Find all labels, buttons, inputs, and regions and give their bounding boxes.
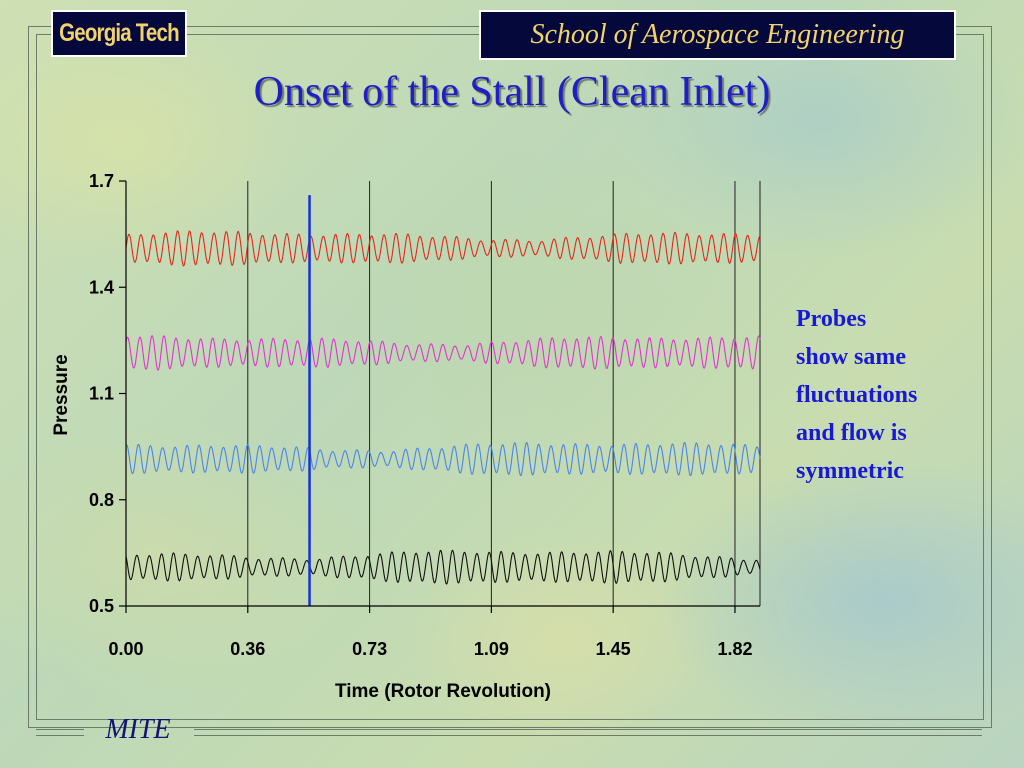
x-tick-label: 1.09 bbox=[474, 639, 509, 659]
footer-rule-left bbox=[36, 729, 84, 736]
y-tick-label: 0.5 bbox=[89, 596, 114, 616]
series-line bbox=[125, 335, 761, 371]
footer-rule-right bbox=[194, 729, 982, 736]
school-banner: School of Aerospace Engineering bbox=[479, 10, 956, 60]
x-tick-label: 0.73 bbox=[352, 639, 387, 659]
georgia-tech-logo: Georgia Tech bbox=[51, 10, 187, 57]
x-tick-label: 1.82 bbox=[717, 639, 752, 659]
series-line bbox=[125, 549, 761, 585]
series-line bbox=[125, 230, 761, 267]
note-line: Probes bbox=[796, 306, 867, 332]
note-line: symmetric bbox=[796, 458, 904, 484]
chart-grid bbox=[247, 181, 761, 606]
logo-text: Georgia Tech bbox=[59, 19, 179, 47]
note-line: show same bbox=[796, 344, 907, 370]
x-tick-label: 1.45 bbox=[596, 639, 631, 659]
x-tick-label: 0.00 bbox=[108, 639, 143, 659]
chart-series bbox=[125, 195, 761, 606]
probes-note: Probes show same fluctuations and flow i… bbox=[796, 300, 986, 490]
chart-labels: 0.5 0.8 1.1 1.4 1.7 0.00 0.36 0.73 1.09 1.45 1.82 bbox=[89, 171, 753, 659]
y-tick-label: 0.8 bbox=[89, 490, 114, 510]
y-tick-label: 1.1 bbox=[89, 384, 114, 404]
note-line: fluctuations bbox=[796, 382, 918, 408]
mite-label: MITE bbox=[105, 714, 171, 745]
chart-axes bbox=[119, 180, 760, 613]
x-axis-title: Time (Rotor Revolution) bbox=[335, 681, 551, 702]
y-tick-label: 1.7 bbox=[89, 171, 114, 191]
slide-title: Onset of the Stall (Clean Inlet) bbox=[253, 69, 771, 115]
y-axis-title: Pressure bbox=[51, 354, 72, 435]
series-line bbox=[125, 441, 761, 477]
note-line: and flow is bbox=[796, 420, 907, 446]
y-tick-label: 1.4 bbox=[89, 277, 114, 297]
x-tick-label: 0.36 bbox=[230, 639, 265, 659]
